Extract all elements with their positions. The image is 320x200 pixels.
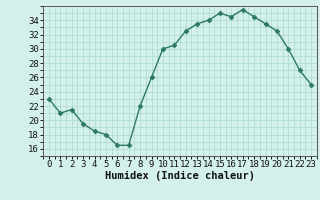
X-axis label: Humidex (Indice chaleur): Humidex (Indice chaleur) bbox=[105, 171, 255, 181]
